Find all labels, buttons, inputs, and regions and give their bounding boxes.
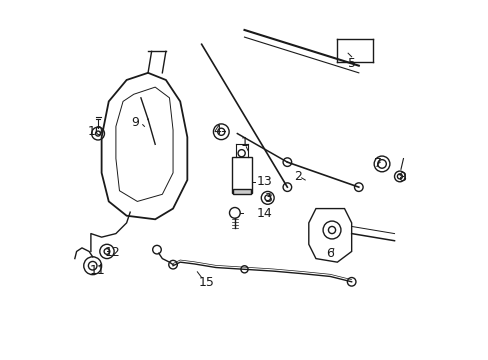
Text: 11: 11 [90, 264, 106, 277]
Bar [233, 189, 250, 194]
Bar [231, 157, 251, 193]
Text: 4: 4 [213, 124, 221, 137]
Text: 1: 1 [240, 136, 248, 149]
Text: 10: 10 [87, 125, 103, 138]
Text: 2: 2 [294, 170, 302, 183]
Text: 15: 15 [199, 276, 215, 289]
Text: 8: 8 [397, 171, 405, 184]
Text: 9: 9 [131, 116, 139, 129]
Text: 7: 7 [374, 157, 382, 170]
Text: 14: 14 [256, 207, 271, 220]
Text: 3: 3 [263, 193, 271, 206]
Text: 6: 6 [325, 247, 333, 260]
Text: 12: 12 [104, 246, 120, 258]
Text: 13: 13 [256, 175, 271, 188]
Text: 5: 5 [347, 57, 355, 71]
